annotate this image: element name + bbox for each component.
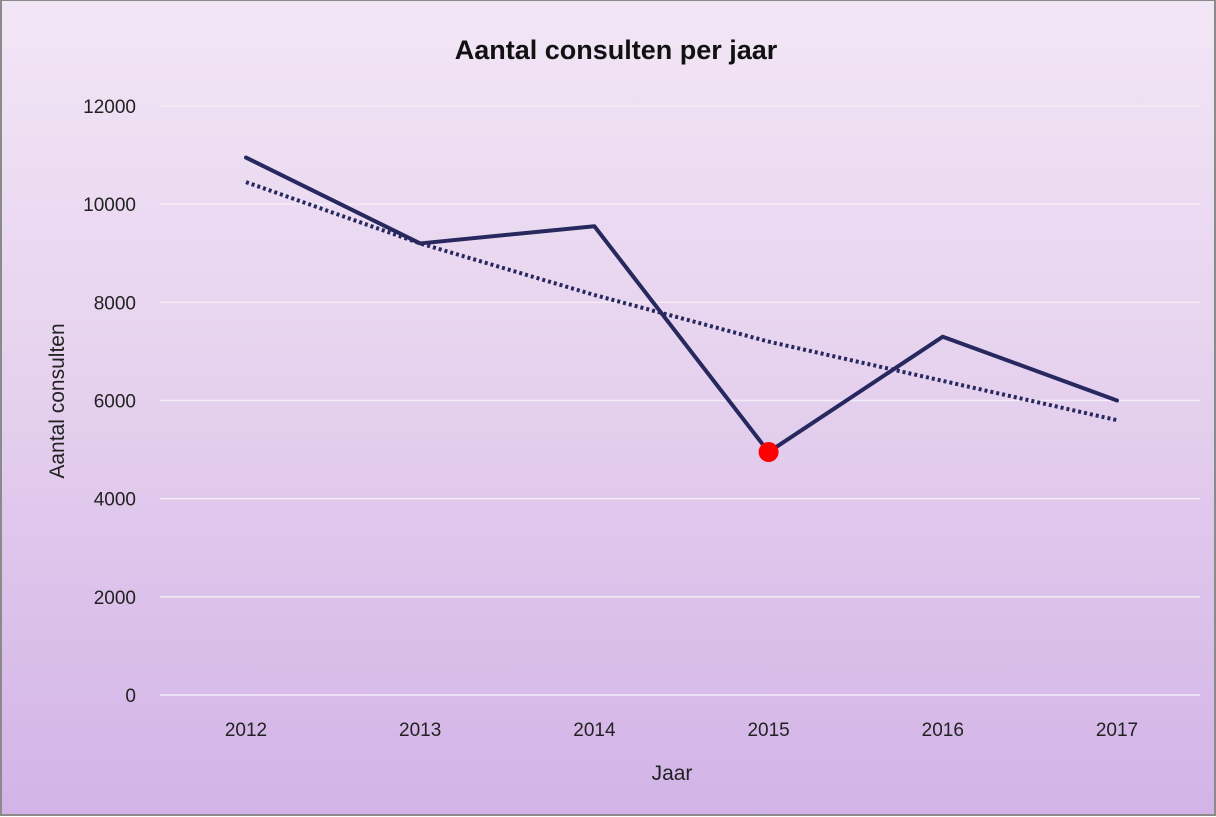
y-tick-label: 0 bbox=[125, 686, 136, 707]
x-tick-label: 2017 bbox=[1096, 720, 1138, 741]
y-axis-ticks: 0 2000 4000 6000 8000 10000 12000 bbox=[83, 97, 136, 707]
x-axis-ticks: 2012 2013 2014 2015 2016 2017 bbox=[225, 720, 1138, 741]
y-tick-label: 4000 bbox=[94, 490, 136, 511]
y-axis-label: Aantal consulten bbox=[46, 323, 69, 478]
x-tick-label: 2014 bbox=[573, 720, 616, 741]
chart-title: Aantal consulten per jaar bbox=[455, 35, 778, 65]
x-tick-label: 2013 bbox=[399, 720, 441, 741]
data-series-line bbox=[244, 155, 1119, 455]
gridlines bbox=[160, 105, 1200, 696]
highlight-group bbox=[758, 442, 779, 463]
highlight-point-marker bbox=[758, 442, 779, 463]
series-group bbox=[244, 155, 1119, 455]
y-tick-label: 8000 bbox=[94, 293, 136, 314]
y-tick-label: 10000 bbox=[83, 195, 136, 216]
x-tick-label: 2016 bbox=[922, 720, 964, 741]
y-tick-label: 6000 bbox=[94, 392, 136, 413]
trendline-series bbox=[245, 180, 1118, 423]
y-tick-label: 2000 bbox=[94, 588, 136, 609]
x-axis-label: Jaar bbox=[652, 762, 693, 785]
y-tick-label: 12000 bbox=[83, 97, 136, 118]
x-tick-label: 2012 bbox=[225, 720, 267, 741]
x-tick-label: 2015 bbox=[747, 720, 789, 741]
